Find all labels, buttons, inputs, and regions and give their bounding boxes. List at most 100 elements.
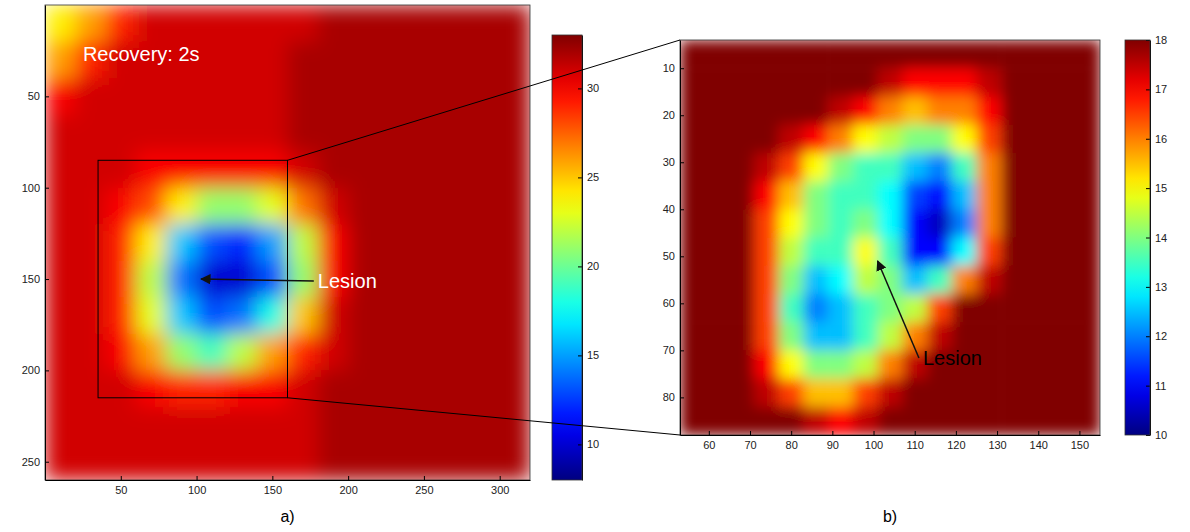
heat-cell — [318, 5, 349, 42]
heat-cell — [902, 40, 927, 69]
heat-cell — [197, 5, 228, 42]
heat-cell — [75, 5, 106, 42]
annotation: Recovery: 2s — [83, 43, 200, 65]
heat-cell — [754, 68, 779, 97]
heat-cell — [853, 153, 878, 182]
heat-cell — [927, 238, 952, 267]
heat-cell — [680, 68, 705, 97]
heat-cell — [227, 224, 258, 261]
tick-mark — [197, 476, 198, 480]
tick-mark — [348, 476, 349, 480]
heat-cell — [106, 297, 137, 334]
tick-label: 200 — [339, 484, 357, 496]
heat-cell — [878, 96, 903, 125]
heat-cell — [500, 151, 530, 188]
heat-cell — [1026, 379, 1051, 408]
colorbar — [1125, 40, 1150, 435]
colorbar-axis: 1015202530 — [578, 36, 599, 481]
heat-cell — [439, 261, 470, 298]
y-tick: 250 — [22, 456, 49, 468]
heat-cell — [348, 188, 379, 225]
tick-label: 20 — [663, 109, 675, 121]
tick-label: 30 — [587, 82, 599, 94]
heat-cell — [927, 407, 952, 435]
heat-cell — [136, 443, 167, 480]
tick-mark — [1146, 386, 1150, 387]
heat-cell — [1075, 266, 1100, 295]
heat-cell — [166, 188, 197, 225]
heat-cell — [828, 266, 853, 295]
heat-cell — [288, 407, 319, 444]
heat-cell — [804, 125, 829, 154]
tick-label: 60 — [703, 439, 715, 451]
x-tick: 150 — [1071, 431, 1089, 451]
heat-cell — [927, 294, 952, 323]
x-tick: 250 — [415, 476, 433, 496]
heat-cell — [257, 370, 288, 407]
heat-cell — [902, 379, 927, 408]
heat-cell — [952, 407, 977, 435]
x-axis: 60708090100110120130140150 — [681, 431, 1101, 451]
heat-cell — [878, 125, 903, 154]
heat-cell — [227, 297, 258, 334]
heat-cell — [469, 224, 500, 261]
heat-cell — [409, 261, 440, 298]
heat-cell — [804, 181, 829, 210]
heat-cell — [439, 151, 470, 188]
heat-cell — [136, 334, 167, 371]
tick-mark — [1146, 139, 1150, 140]
heat-cell — [976, 294, 1001, 323]
heat-cell — [853, 238, 878, 267]
colorbar-tick: 20 — [578, 260, 599, 272]
heat-cell — [804, 209, 829, 238]
tick-mark — [791, 431, 792, 435]
heat-cell — [705, 40, 730, 69]
heat-cell — [197, 188, 228, 225]
heat-cell — [779, 294, 804, 323]
tick-mark — [1079, 431, 1080, 435]
heat-cell — [439, 78, 470, 115]
tick-mark — [1146, 89, 1150, 90]
heat-cell — [853, 407, 878, 435]
heat-cell — [439, 297, 470, 334]
heat-cell — [75, 115, 106, 152]
heat-cell — [439, 224, 470, 261]
heat-cell — [754, 96, 779, 125]
heat-cell — [136, 224, 167, 261]
y-tick: 50 — [663, 250, 684, 262]
heat-cell — [828, 125, 853, 154]
heat-cell — [409, 370, 440, 407]
heat-cell — [469, 334, 500, 371]
heat-cell — [680, 350, 705, 379]
heat-cell — [348, 151, 379, 188]
heat-cell — [729, 350, 754, 379]
zoom-connector — [288, 398, 681, 435]
y-tick: 40 — [663, 203, 684, 215]
heat-cell — [500, 42, 530, 79]
heat-cell — [227, 5, 258, 42]
tick-label: 200 — [22, 364, 40, 376]
heat-cell — [1026, 322, 1051, 351]
x-tick: 120 — [947, 431, 965, 451]
heat-cell — [927, 96, 952, 125]
tick-label: 60 — [663, 297, 675, 309]
heat-cell — [318, 224, 349, 261]
heat-cell — [166, 78, 197, 115]
heat-cell — [469, 261, 500, 298]
heat-cell — [729, 294, 754, 323]
heat-cell — [409, 407, 440, 444]
heat-cell — [1075, 379, 1100, 408]
y-tick: 30 — [663, 156, 684, 168]
heat-cell — [705, 68, 730, 97]
heat-cell — [853, 96, 878, 125]
heat-cell — [1051, 68, 1076, 97]
heat-cell — [952, 238, 977, 267]
tick-mark — [1146, 336, 1150, 337]
heat-cell — [705, 181, 730, 210]
heat-cell — [1001, 379, 1026, 408]
heat-cell — [348, 42, 379, 79]
heat-cell — [45, 115, 76, 152]
tick-label: 70 — [744, 439, 756, 451]
heat-cell — [1051, 350, 1076, 379]
colorbar — [552, 35, 582, 480]
